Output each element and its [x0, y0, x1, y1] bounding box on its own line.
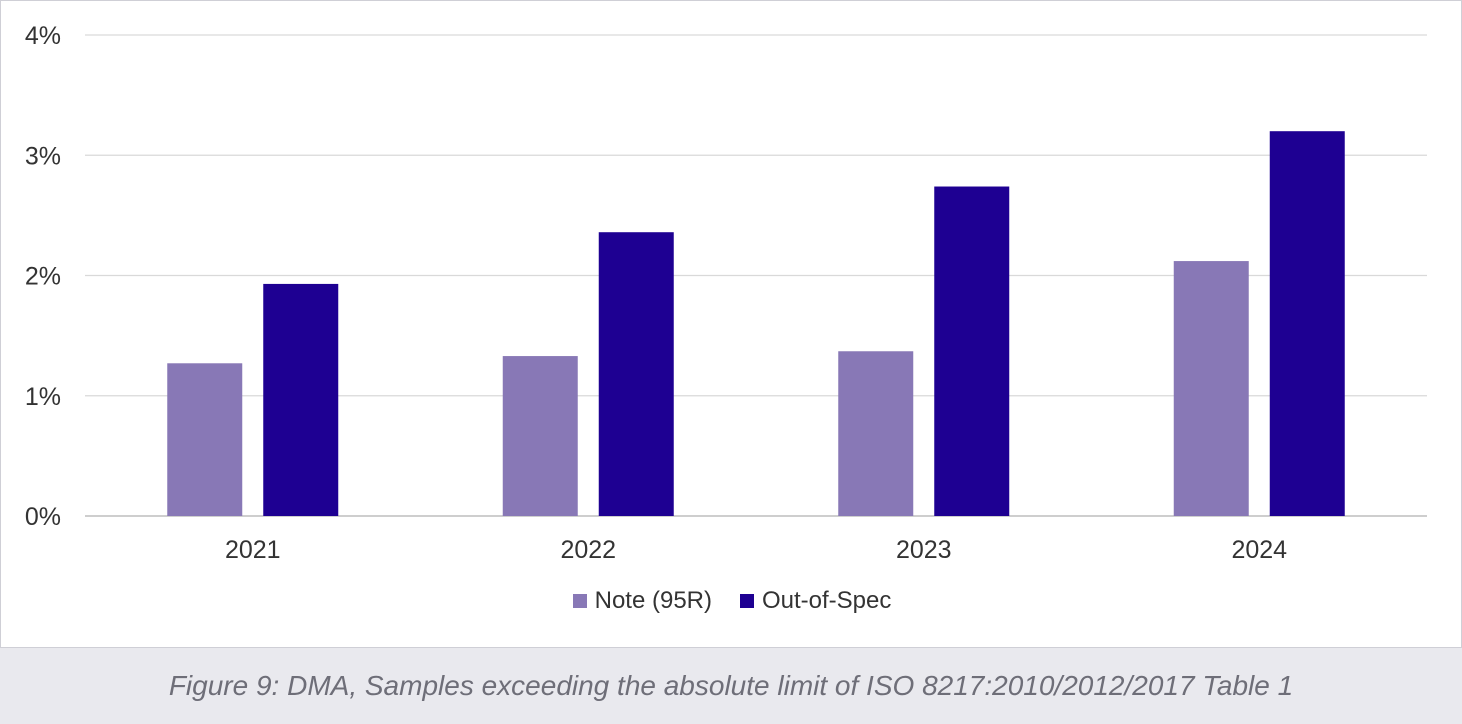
bar-note-95r-2024: [1173, 261, 1249, 516]
legend-label-out-of-spec: Out-of-Spec: [761, 587, 892, 614]
bar-note-95r-2023: [838, 351, 914, 516]
figure-caption: Figure 9: DMA, Samples exceeding the abs…: [168, 670, 1294, 701]
bar-note-95r-2021: [167, 363, 243, 516]
x-tick-label: 2021: [225, 536, 281, 564]
y-tick-label: 2%: [25, 263, 61, 291]
y-tick-label: 3%: [25, 142, 61, 170]
y-tick-label: 4%: [25, 22, 61, 50]
y-tick-label: 0%: [25, 503, 61, 531]
legend-swatch-out-of-spec: [739, 594, 754, 608]
legend-item-out-of-spec: Out-of-Spec: [739, 587, 892, 615]
x-tick-label: 2024: [1231, 536, 1287, 564]
x-tick-label: 2023: [896, 536, 952, 564]
bar-out-of-spec-2024: [1269, 131, 1345, 516]
chart-legend: Note (95R) Out-of-Spec: [1, 587, 1462, 615]
bar-out-of-spec-2021: [263, 283, 339, 516]
bar-chart: 0% 1% 2% 3% 4% 2021 2022 2023 2024: [25, 22, 1427, 564]
x-tick-label: 2022: [560, 536, 616, 564]
legend-label-note: Note (95R): [594, 587, 712, 614]
bar-note-95r-2022: [502, 356, 578, 516]
chart-panel: 0% 1% 2% 3% 4% 2021 2022 2023 2024 Note (95R) Ou…: [0, 0, 1462, 648]
bar-out-of-spec-2022: [598, 232, 674, 516]
bar-out-of-spec-2023: [934, 186, 1010, 516]
legend-item-note: Note (95R): [572, 587, 712, 615]
y-tick-label: 1%: [25, 383, 61, 411]
legend-swatch-note: [572, 594, 587, 608]
